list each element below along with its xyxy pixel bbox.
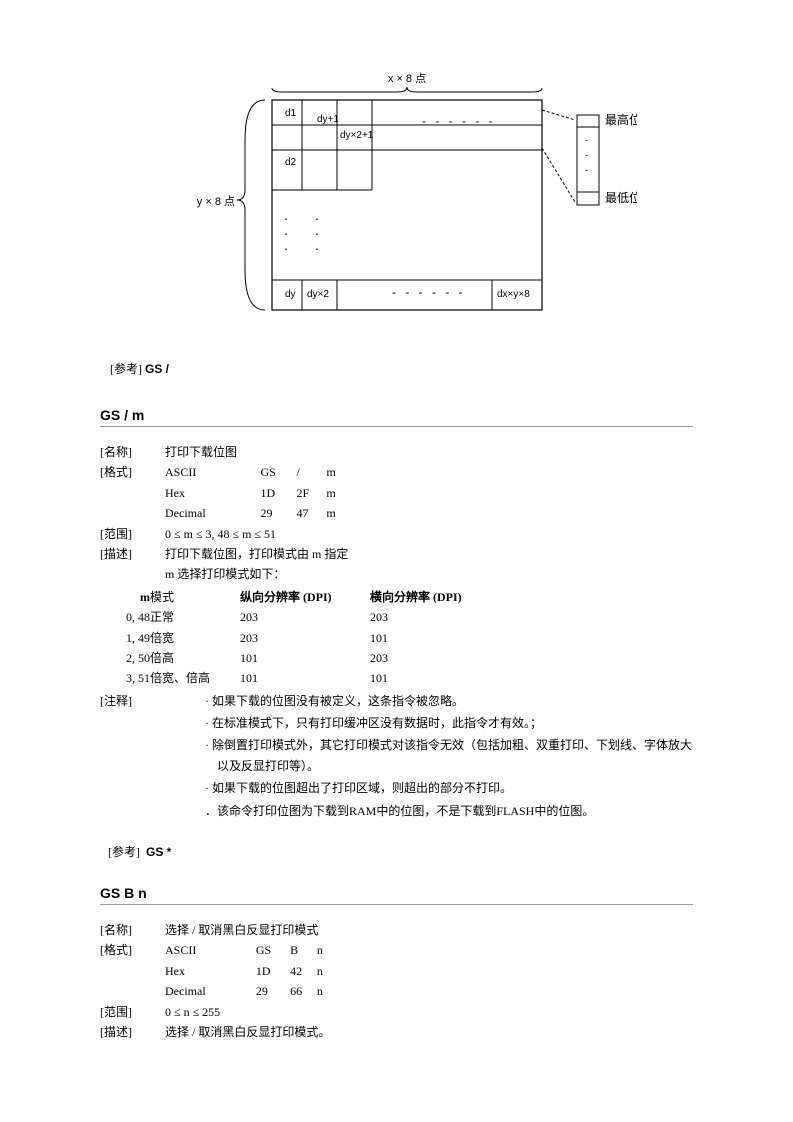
format-label: [格式] <box>100 940 165 960</box>
svg-text:d1: d1 <box>285 108 297 119</box>
svg-text:.: . <box>284 222 288 238</box>
table-row: 3, 51倍宽、倍高101101 <box>100 668 500 688</box>
diagram-left-label: y × 8 点 <box>196 195 234 208</box>
bit-low-label: 最低位 <box>605 190 637 205</box>
svg-text:- - - - - -: - - - - - - <box>392 285 466 299</box>
name-label: [名称] <box>100 442 165 462</box>
svg-text:- - - - - -: - - - - - - <box>422 114 496 128</box>
spec-table-gs-b-n: [名称] 选择 / 取消黑白反显打印模式 [格式] ASCIIGSBn Hex1… <box>100 920 330 1042</box>
table-row: 0, 48正常203203 <box>100 607 500 627</box>
name-label: [名称] <box>100 920 165 940</box>
range-label: [范围] <box>100 524 165 544</box>
svg-text:dy×2+1: dy×2+1 <box>340 130 374 141</box>
mode-table: m 模式 纵向分辨率 (DPI) 横向分辨率 (DPI) 0, 48正常2032… <box>100 587 500 689</box>
svg-text:dy×2: dy×2 <box>307 289 329 300</box>
svg-text:d2: d2 <box>285 157 297 168</box>
svg-text:dx×y×8: dx×y×8 <box>497 289 530 300</box>
reference-line-1: [参考] GS / <box>110 360 693 377</box>
notes-block: [注释] · 如果下载的位图没有被定义，这条指令被忽略。 · 在标准模式下，只有… <box>100 691 693 823</box>
desc-label: [描述] <box>100 1022 165 1042</box>
svg-text:.: . <box>284 237 288 253</box>
reference-line-2: [参考] GS * <box>108 843 693 860</box>
bitmap-diagram: x × 8 点 d1 dy+1 dy×2+1 d2 dy dy×2 <box>157 70 637 330</box>
notes-label: [注释] <box>100 691 165 823</box>
desc-label: [描述] <box>100 544 165 564</box>
svg-text:.: . <box>315 237 319 253</box>
table-row: 1, 49倍宽203101 <box>100 628 500 648</box>
diagram-top-label: x × 8 点 <box>387 72 425 85</box>
svg-text:-: - <box>585 150 588 160</box>
svg-text:.: . <box>315 207 319 223</box>
table-row: 2, 50倍高101203 <box>100 648 500 668</box>
format-label: [格式] <box>100 462 165 482</box>
svg-text:.: . <box>284 207 288 223</box>
section-title-gs-b-n: GS B n <box>100 885 693 905</box>
section-title-gs-m: GS / m <box>100 407 693 427</box>
spec-table-gs-m: [名称] 打印下载位图 [格式] ASCIIGS/m Hex1D2Fm Deci… <box>100 442 348 585</box>
svg-text:dy: dy <box>285 289 296 300</box>
svg-text:dy+1: dy+1 <box>317 114 339 125</box>
range-label: [范围] <box>100 1002 165 1022</box>
bit-high-label: 最高位 <box>605 112 637 127</box>
page: x × 8 点 d1 dy+1 dy×2+1 d2 dy dy×2 <box>0 0 793 1102</box>
svg-text:-: - <box>585 135 588 145</box>
svg-text:-: - <box>585 165 588 175</box>
svg-text:.: . <box>315 222 319 238</box>
